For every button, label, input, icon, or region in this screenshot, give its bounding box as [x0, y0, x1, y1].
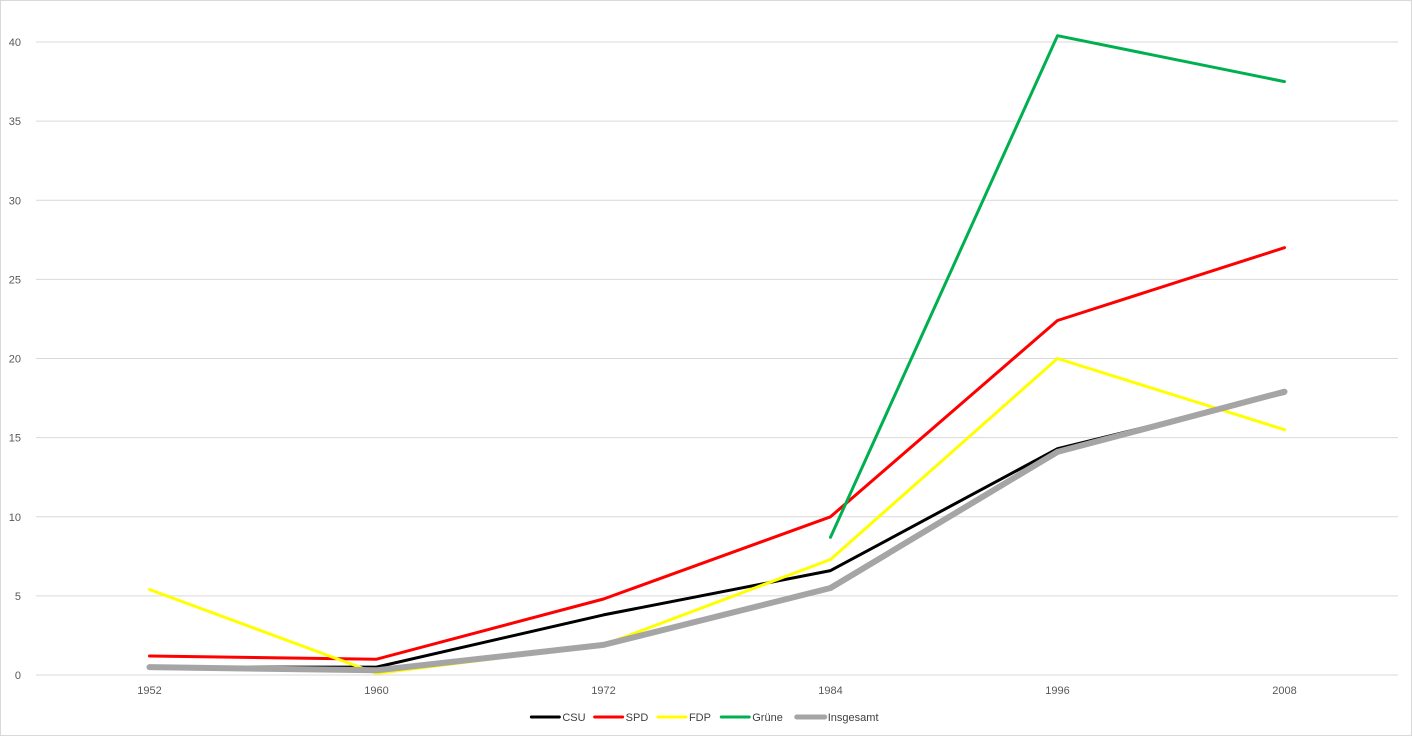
series-line-grune: [829, 34, 1286, 539]
series-line-insgesamt: [146, 388, 1288, 674]
y-axis-tick-labels: 0 5 10 15 20 25 30 35 40: [9, 37, 21, 682]
series-line-spd: [148, 246, 1286, 661]
x-tick-label: 1952: [137, 685, 161, 697]
legend-item-insgesamt: Insgesamt: [794, 712, 879, 724]
legend-label: FDP: [689, 712, 711, 724]
legend: CSU SPD FDP Grüne Insgesamt: [529, 712, 879, 724]
y-tick-label: 30: [9, 195, 21, 207]
legend-item-spd: SPD: [593, 712, 649, 724]
legend-item-csu: CSU: [529, 712, 586, 724]
y-tick-label: 0: [15, 670, 21, 682]
legend-item-fdp: FDP: [656, 712, 711, 724]
y-tick-label: 25: [9, 274, 21, 286]
y-tick-label: 15: [9, 433, 21, 445]
x-tick-label: 1972: [591, 685, 615, 697]
gridlines: [36, 41, 1398, 676]
legend-item-grune: Grüne: [719, 712, 783, 724]
x-tick-label: 2008: [1272, 685, 1296, 697]
y-tick-label: 10: [9, 512, 21, 524]
y-tick-label: 5: [15, 591, 21, 603]
legend-label: Insgesamt: [828, 712, 879, 724]
legend-label: Grüne: [752, 712, 783, 724]
y-tick-label: 35: [9, 116, 21, 128]
x-tick-label: 1996: [1045, 685, 1069, 697]
legend-label: CSU: [562, 712, 585, 724]
x-tick-label: 1984: [818, 685, 842, 697]
series-line-fdp: [148, 357, 1286, 675]
x-tick-label: 1960: [364, 685, 388, 697]
series-lines: [146, 34, 1288, 675]
y-tick-label: 20: [9, 354, 21, 366]
legend-label: SPD: [626, 712, 649, 724]
y-tick-label: 40: [9, 37, 21, 49]
x-axis-tick-labels: 1952 1960 1972 1984 1996 2008: [137, 685, 1296, 697]
